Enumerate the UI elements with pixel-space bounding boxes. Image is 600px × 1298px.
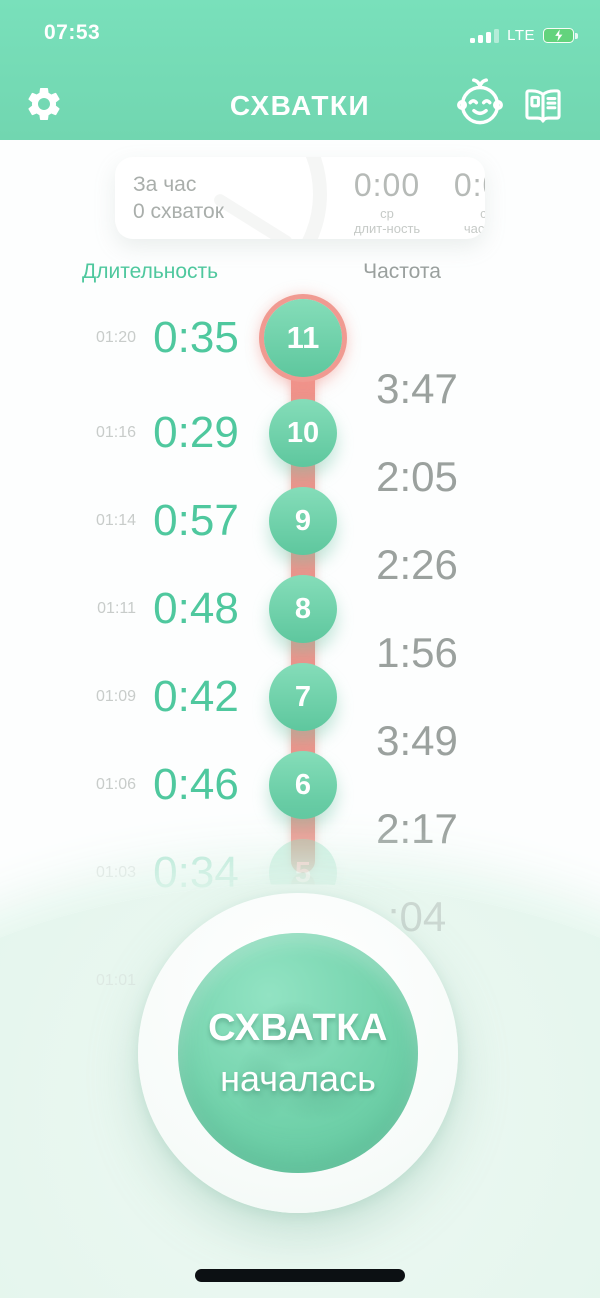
duration-column-header: Длительность bbox=[82, 260, 219, 283]
row-start-time: 01:06 bbox=[95, 776, 136, 793]
interval-value: 1:56 bbox=[376, 629, 458, 676]
settings-button[interactable] bbox=[24, 84, 64, 124]
row-start-time: 01:20 bbox=[95, 329, 136, 346]
avg-duration-label: длит-ность bbox=[353, 221, 421, 236]
status-time: 07:53 bbox=[44, 21, 101, 44]
gear-icon bbox=[28, 88, 60, 120]
row-duration: 0:29 bbox=[153, 408, 239, 457]
journal-button[interactable] bbox=[520, 84, 566, 128]
frequency-column-header: Частота bbox=[363, 260, 441, 283]
row-duration: 0:46 bbox=[153, 760, 239, 809]
contraction-node-10[interactable]: 10 bbox=[269, 399, 337, 467]
row-start-time: 01:16 bbox=[95, 424, 136, 441]
avg-duration-metric: 0:00 ср длит-ность bbox=[322, 167, 452, 236]
interval-value: 2:26 bbox=[376, 541, 458, 588]
summary-count-label: 0 схваток bbox=[133, 200, 224, 223]
avg-duration-value: 0:00 bbox=[353, 167, 421, 203]
contraction-start-button-face: СХВАТКА началась bbox=[178, 933, 418, 1173]
hourly-summary-card: За час 0 схваток 0:00 ср длит-ность 0:00… bbox=[115, 157, 485, 239]
row-start-time: 01:03 bbox=[95, 864, 136, 881]
avg-frequency-metric: 0:00 ср частота bbox=[422, 167, 485, 236]
journal-book-icon bbox=[525, 89, 561, 123]
stopwatch-watermark-icon bbox=[115, 157, 327, 239]
contraction-node-6[interactable]: 6 bbox=[269, 751, 337, 819]
contraction-node-8[interactable]: 8 bbox=[269, 575, 337, 643]
contraction-node-7[interactable]: 7 bbox=[269, 663, 337, 731]
page-title: СХВАТКИ bbox=[229, 90, 371, 121]
row-start-time: 01:01 bbox=[95, 972, 136, 989]
lightning-bolt-icon bbox=[555, 29, 563, 41]
home-indicator[interactable] bbox=[195, 1269, 405, 1282]
contraction-start-button[interactable]: СХВАТКА началась bbox=[138, 893, 458, 1213]
row-duration: 0:35 bbox=[153, 313, 239, 362]
summary-period-label: За час bbox=[133, 173, 197, 196]
row-start-time: 01:14 bbox=[95, 512, 136, 529]
avg-frequency-unit: ср bbox=[480, 206, 485, 221]
avg-frequency-value: 0:00 bbox=[453, 167, 485, 203]
baby-face-icon bbox=[457, 78, 503, 125]
signal-bars-icon bbox=[469, 28, 500, 43]
baby-mode-button[interactable] bbox=[454, 76, 506, 128]
avg-frequency-label: частота bbox=[463, 221, 485, 236]
row-duration: 0:42 bbox=[153, 672, 239, 721]
row-start-time: 01:11 bbox=[97, 600, 136, 617]
start-button-line2: началась bbox=[220, 1057, 376, 1099]
avg-duration-unit: ср bbox=[380, 206, 394, 221]
row-duration: 0:57 bbox=[153, 496, 239, 545]
interval-value: 3:47 bbox=[376, 365, 458, 412]
status-icons: LTE bbox=[469, 25, 578, 45]
interval-value: 3:49 bbox=[376, 717, 458, 764]
row-duration: 0:48 bbox=[153, 584, 239, 633]
row-start-time: 01:09 bbox=[95, 688, 136, 705]
contraction-node-11[interactable]: 11 bbox=[264, 299, 342, 377]
start-button-line1: СХВАТКА bbox=[208, 1006, 388, 1049]
contraction-node-9[interactable]: 9 bbox=[269, 487, 337, 555]
summary-count: За час 0 схваток bbox=[133, 171, 224, 225]
battery-charging-icon bbox=[543, 27, 578, 43]
header: 07:53 LTE СХВАТКИ bbox=[0, 0, 600, 140]
interval-value: 2:17 bbox=[376, 805, 458, 852]
network-type-label: LTE bbox=[507, 26, 535, 44]
interval-value: 2:05 bbox=[376, 453, 458, 500]
